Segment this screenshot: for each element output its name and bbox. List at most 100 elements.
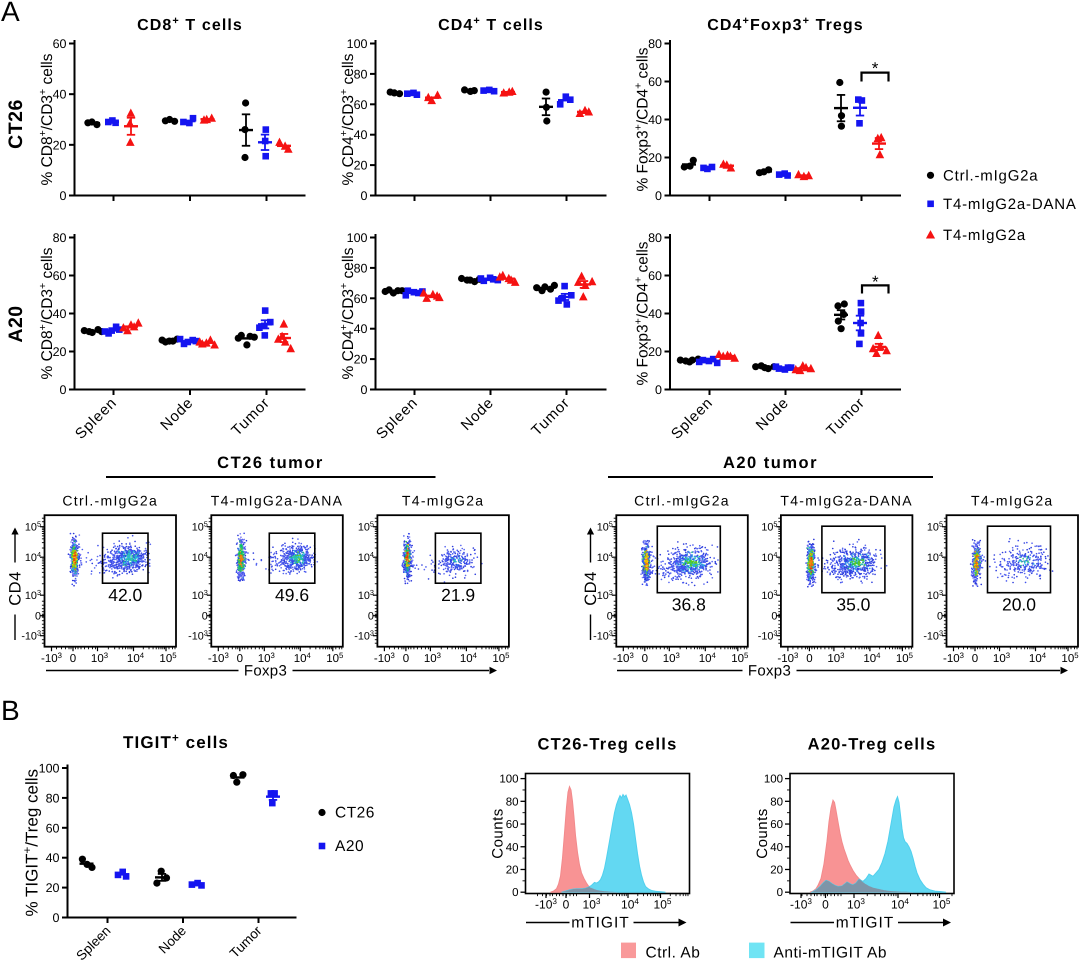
svg-text:T4-mIgG2a-DANA: T4-mIgG2a-DANA bbox=[211, 493, 344, 509]
svg-text:0: 0 bbox=[53, 911, 60, 925]
svg-text:80: 80 bbox=[46, 791, 60, 805]
svg-text:40: 40 bbox=[770, 842, 783, 854]
svg-text:T4-mIgG2a: T4-mIgG2a bbox=[943, 227, 1026, 244]
svg-text:40: 40 bbox=[46, 851, 60, 865]
svg-text:-103​: -103​ bbox=[943, 651, 964, 665]
svg-text:0: 0 bbox=[655, 189, 662, 203]
svg-text:80: 80 bbox=[770, 796, 783, 808]
svg-text:100: 100 bbox=[347, 231, 368, 245]
svg-text:80: 80 bbox=[354, 261, 368, 275]
svg-text:0: 0 bbox=[202, 611, 208, 623]
svg-text:% TIGIT+​/Treg cells: % TIGIT+​/Treg cells bbox=[21, 769, 42, 917]
svg-text:A20: A20 bbox=[335, 838, 364, 855]
svg-text:Foxp3: Foxp3 bbox=[748, 663, 791, 680]
svg-text:0: 0 bbox=[35, 611, 41, 623]
svg-text:A20-Treg cells: A20-Treg cells bbox=[808, 736, 937, 754]
svg-text:40: 40 bbox=[53, 88, 67, 102]
svg-text:40: 40 bbox=[506, 842, 519, 854]
svg-text:0: 0 bbox=[822, 898, 829, 912]
svg-text:TIGIT+​ cells: TIGIT+​ cells bbox=[123, 732, 229, 753]
svg-text:-103​: -103​ bbox=[374, 651, 395, 665]
svg-text:-103​: -103​ bbox=[535, 897, 557, 912]
svg-text:-103​: -103​ bbox=[21, 629, 41, 643]
svg-text:Ctrl.-mIgG2a: Ctrl.-mIgG2a bbox=[634, 493, 730, 509]
svg-text:0: 0 bbox=[937, 611, 943, 623]
svg-text:60: 60 bbox=[53, 269, 67, 283]
svg-text:% CD8+​/CD3+​ cells: % CD8+​/CD3+​ cells bbox=[37, 53, 56, 185]
svg-text:20.0: 20.0 bbox=[1002, 595, 1036, 615]
svg-text:20: 20 bbox=[648, 345, 662, 359]
svg-text:0: 0 bbox=[512, 887, 518, 899]
svg-text:0: 0 bbox=[237, 653, 243, 665]
svg-text:% CD4+​/CD3+​ cells: % CD4+​/CD3+​ cells bbox=[338, 247, 357, 379]
svg-text:49.6: 49.6 bbox=[275, 585, 309, 605]
svg-text:80: 80 bbox=[354, 67, 368, 81]
svg-text:100: 100 bbox=[39, 762, 60, 776]
svg-text:40: 40 bbox=[648, 113, 662, 127]
svg-text:60: 60 bbox=[506, 819, 519, 831]
svg-text:100: 100 bbox=[764, 774, 783, 786]
svg-text:% CD4+​/CD3+​ cells: % CD4+​/CD3+​ cells bbox=[338, 53, 357, 185]
svg-text:20: 20 bbox=[354, 353, 368, 367]
svg-text:Ctrl.-mIgG2a: Ctrl.-mIgG2a bbox=[62, 493, 158, 509]
svg-text:A20 tumor: A20 tumor bbox=[723, 454, 818, 472]
svg-text:60: 60 bbox=[648, 75, 662, 89]
svg-text:0: 0 bbox=[361, 383, 368, 397]
svg-text:80: 80 bbox=[648, 231, 662, 245]
svg-text:*: * bbox=[872, 59, 879, 78]
svg-text:mTIGIT: mTIGIT bbox=[571, 915, 630, 932]
svg-text:-103​: -103​ bbox=[777, 651, 798, 665]
svg-text:% CD8+​/CD3+​ cells: % CD8+​/CD3+​ cells bbox=[37, 247, 56, 379]
svg-text:Counts: Counts bbox=[490, 808, 507, 859]
svg-text:Anti-mTIGIT Ab: Anti-mTIGIT Ab bbox=[774, 945, 888, 962]
svg-text:CT26 tumor: CT26 tumor bbox=[217, 454, 324, 472]
svg-text:20: 20 bbox=[53, 138, 67, 152]
svg-text:0: 0 bbox=[771, 611, 777, 623]
svg-text:80: 80 bbox=[53, 231, 67, 245]
svg-text:CT26-Treg cells: CT26-Treg cells bbox=[538, 736, 678, 754]
svg-text:CD4+​Foxp3+​ Tregs: CD4+​Foxp3+​ Tregs bbox=[707, 15, 864, 34]
svg-text:B: B bbox=[1, 695, 20, 726]
svg-text:-103​: -103​ bbox=[188, 629, 208, 643]
svg-text:0: 0 bbox=[368, 611, 374, 623]
svg-text:20: 20 bbox=[506, 864, 519, 876]
svg-text:60: 60 bbox=[648, 269, 662, 283]
svg-text:-103​: -103​ bbox=[790, 897, 812, 912]
svg-text:21.9: 21.9 bbox=[441, 585, 475, 605]
svg-text:0: 0 bbox=[972, 653, 978, 665]
svg-text:0: 0 bbox=[607, 611, 613, 623]
svg-text:20: 20 bbox=[53, 345, 67, 359]
svg-text:% Foxp3+​/CD4+​ cells: % Foxp3+​/CD4+​ cells bbox=[633, 241, 652, 385]
svg-text:60: 60 bbox=[354, 98, 368, 112]
svg-text:*: * bbox=[872, 273, 879, 292]
svg-text:0: 0 bbox=[642, 653, 648, 665]
svg-text:T4-mIgG2a: T4-mIgG2a bbox=[971, 493, 1054, 509]
svg-text:40: 40 bbox=[53, 307, 67, 321]
svg-text:80: 80 bbox=[648, 37, 662, 51]
svg-text:100: 100 bbox=[499, 774, 518, 786]
svg-text:20: 20 bbox=[648, 151, 662, 165]
svg-text:20: 20 bbox=[46, 881, 60, 895]
svg-text:CT26: CT26 bbox=[335, 805, 375, 822]
svg-text:-103​: -103​ bbox=[923, 629, 943, 643]
svg-text:60: 60 bbox=[770, 819, 783, 831]
svg-text:T4-mIgG2a-DANA: T4-mIgG2a-DANA bbox=[943, 196, 1077, 213]
svg-text:20: 20 bbox=[770, 864, 783, 876]
svg-text:CD4+​ T cells: CD4+​ T cells bbox=[438, 15, 544, 34]
svg-text:mTIGIT: mTIGIT bbox=[836, 915, 895, 932]
svg-text:0: 0 bbox=[403, 653, 409, 665]
svg-text:-103​: -103​ bbox=[593, 629, 613, 643]
svg-text:T4-mIgG2a: T4-mIgG2a bbox=[402, 493, 485, 509]
svg-text:20: 20 bbox=[354, 159, 368, 173]
svg-text:0: 0 bbox=[563, 898, 570, 912]
svg-text:CD4: CD4 bbox=[7, 571, 25, 606]
svg-text:-103​: -103​ bbox=[354, 629, 374, 643]
svg-text:0: 0 bbox=[60, 189, 67, 203]
svg-text:0: 0 bbox=[655, 383, 662, 397]
svg-text:-103​: -103​ bbox=[758, 629, 778, 643]
svg-text:40: 40 bbox=[648, 307, 662, 321]
svg-text:100: 100 bbox=[347, 37, 368, 51]
svg-text:Counts: Counts bbox=[754, 808, 771, 859]
svg-text:Ctrl. Ab: Ctrl. Ab bbox=[646, 945, 701, 962]
svg-text:Foxp3: Foxp3 bbox=[244, 663, 287, 680]
